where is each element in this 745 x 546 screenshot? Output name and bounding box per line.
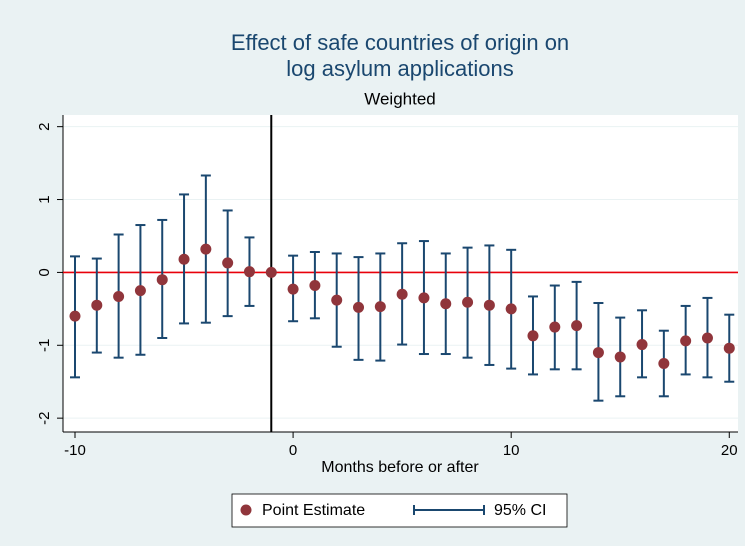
point-estimate — [200, 243, 212, 255]
point-estimate — [69, 310, 81, 322]
x-axis-label: Months before or after — [321, 459, 479, 476]
legend — [231, 493, 568, 528]
y-tick-label: -2 — [36, 411, 53, 424]
point-estimate — [592, 347, 604, 359]
legend-marker — [240, 504, 252, 516]
y-tick-label: -1 — [36, 339, 53, 352]
point-estimate — [309, 280, 321, 292]
point-estimate — [614, 351, 626, 363]
point-estimate — [418, 292, 430, 304]
point-estimate — [353, 301, 365, 313]
point-estimate — [723, 342, 735, 354]
point-estimate — [636, 339, 648, 351]
point-estimate — [331, 294, 343, 306]
point-estimate — [462, 296, 474, 308]
point-estimate — [374, 301, 386, 313]
point-estimate — [287, 283, 299, 295]
point-estimate — [396, 288, 408, 300]
point-estimate — [571, 320, 583, 332]
chart-title: log asylum applications — [286, 56, 513, 81]
y-tick-label: 2 — [36, 122, 53, 130]
point-estimate — [156, 274, 168, 286]
x-tick-label: 10 — [503, 442, 520, 459]
y-tick-label: 1 — [36, 195, 53, 203]
point-estimate — [483, 299, 495, 311]
point-estimate — [265, 266, 277, 278]
point-estimate — [178, 253, 190, 265]
x-tick-label: 20 — [721, 442, 738, 459]
chart-subtitle: Weighted — [364, 89, 436, 108]
point-estimate — [243, 266, 255, 278]
point-estimate — [505, 303, 517, 315]
point-estimate — [113, 290, 125, 302]
y-tick-label: 0 — [36, 268, 53, 276]
x-tick-label: 0 — [289, 442, 297, 459]
point-estimate — [680, 335, 692, 347]
legend-label: 95% CI — [494, 502, 546, 519]
plot-area — [63, 115, 738, 432]
point-estimate — [549, 321, 561, 333]
point-estimate — [658, 357, 670, 369]
point-estimate — [134, 285, 146, 297]
point-estimate — [701, 332, 713, 344]
point-estimate — [222, 257, 234, 269]
chart-title: Effect of safe countries of origin on — [231, 30, 569, 55]
legend-label: Point Estimate — [262, 502, 365, 519]
point-estimate — [527, 330, 539, 342]
point-estimate — [91, 299, 103, 311]
point-estimate — [440, 298, 452, 310]
x-tick-label: -10 — [64, 442, 86, 459]
